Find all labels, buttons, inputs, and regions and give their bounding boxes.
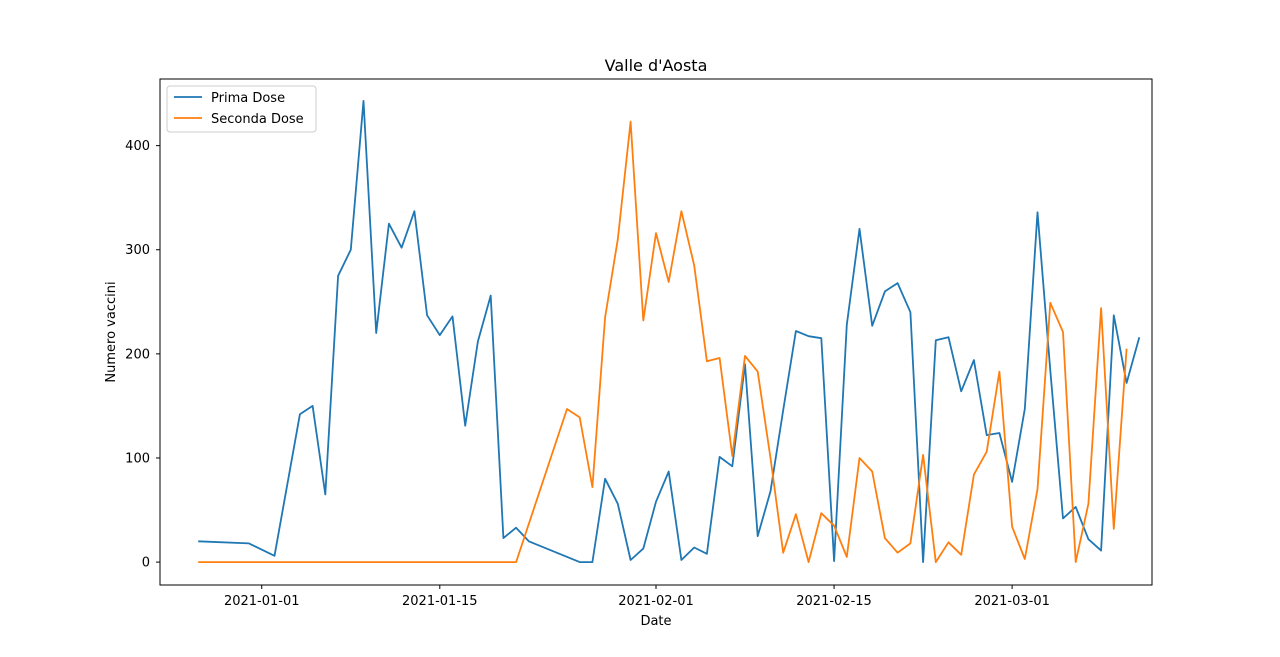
y-tick-label: 0 bbox=[142, 556, 150, 571]
series-line-prima-dose bbox=[198, 100, 1141, 563]
legend-label-prima-dose: Prima Dose bbox=[211, 91, 285, 106]
x-tick-label: 2021-02-01 bbox=[618, 594, 694, 609]
y-axis: 0 100 200 300 400 bbox=[125, 139, 160, 571]
y-tick-label: 200 bbox=[125, 347, 150, 362]
chart-title: Valle d'Aosta bbox=[605, 56, 708, 75]
y-tick-label: 400 bbox=[125, 139, 150, 154]
legend-box bbox=[166, 85, 317, 133]
y-axis-label: Numero vaccini bbox=[104, 281, 119, 382]
x-tick-label: 2021-03-01 bbox=[974, 594, 1050, 609]
x-tick-label: 2021-01-15 bbox=[402, 594, 478, 609]
y-tick-label: 100 bbox=[125, 451, 150, 466]
x-tick-label: 2021-01-01 bbox=[224, 594, 300, 609]
x-axis-label: Date bbox=[640, 614, 671, 629]
x-axis: 2021-01-01 2021-01-15 2021-02-01 2021-02-15… bbox=[224, 585, 1050, 609]
series-line-seconda-dose bbox=[198, 120, 1128, 563]
x-tick-label: 2021-02-15 bbox=[796, 594, 872, 609]
y-tick-label: 300 bbox=[125, 243, 150, 258]
series-layer bbox=[198, 100, 1141, 563]
legend: Prima Dose Seconda Dose bbox=[166, 85, 317, 133]
legend-label-seconda-dose: Seconda Dose bbox=[211, 112, 304, 127]
